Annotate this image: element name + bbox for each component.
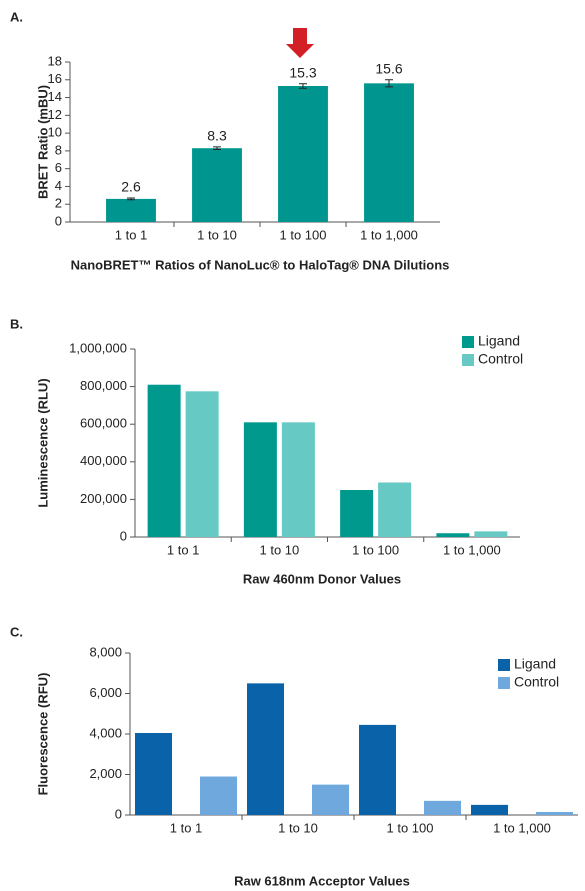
y-tick-label: 400,000: [80, 453, 127, 468]
error-bar: [213, 146, 221, 151]
y-tick-label: 6,000: [89, 685, 122, 700]
bar: [312, 784, 349, 815]
x-tick-label: 1 to 100: [280, 227, 327, 242]
y-tick-label: 0: [55, 213, 62, 228]
y-axis-label: Luminescence (RLU): [35, 378, 50, 507]
bar: [278, 86, 328, 222]
x-tick-label: 1 to 100: [352, 542, 399, 557]
y-tick-label: 16: [48, 71, 62, 86]
bar: [135, 732, 172, 815]
x-tick-label: 1 to 1: [170, 820, 203, 835]
y-tick-label: 10: [48, 125, 62, 140]
y-tick-label: 4,000: [89, 725, 122, 740]
bar: [474, 531, 508, 537]
y-tick-label: 4: [55, 178, 62, 193]
bar: [185, 391, 219, 537]
y-tick-label: 600,000: [80, 416, 127, 431]
y-axis-label: Fluorescence (RFU): [35, 673, 50, 796]
bar: [536, 811, 573, 815]
y-tick-label: 8,000: [89, 644, 122, 659]
y-tick-label: 18: [48, 53, 62, 68]
data-label: 8.3: [207, 128, 227, 144]
bar: [471, 804, 508, 815]
y-tick-label: 14: [48, 89, 62, 104]
bar: [378, 482, 412, 537]
x-tick-label: 1 to 10: [259, 542, 299, 557]
error-bar: [127, 197, 135, 201]
y-tick-label: 800,000: [80, 378, 127, 393]
panel-label: A.: [10, 9, 23, 24]
legend-swatch: [462, 354, 474, 366]
bar: [200, 776, 237, 815]
y-tick-label: 200,000: [80, 491, 127, 506]
bar: [192, 148, 242, 222]
chart-title: Raw 460nm Donor Values: [243, 571, 401, 586]
bar: [359, 724, 396, 815]
data-label: 2.6: [121, 179, 141, 195]
bar: [436, 533, 470, 537]
panel-label: C.: [10, 624, 23, 639]
bar: [247, 683, 284, 815]
x-tick-label: 1 to 1,000: [493, 820, 551, 835]
y-axis-label: BRET Ratio (mBU): [35, 85, 50, 199]
x-tick-label: 1 to 1,000: [443, 542, 501, 557]
bar: [281, 422, 315, 537]
y-tick-label: 2,000: [89, 766, 122, 781]
y-tick-label: 6: [55, 160, 62, 175]
legend-swatch: [498, 659, 510, 671]
legend-swatch: [462, 336, 474, 348]
y-tick-label: 0: [115, 806, 122, 821]
x-tick-label: 1 to 10: [278, 820, 318, 835]
legend-swatch: [498, 677, 510, 689]
x-tick-label: 1 to 100: [387, 820, 434, 835]
chart-title: Raw 618nm Acceptor Values: [234, 873, 410, 888]
y-tick-label: 12: [48, 107, 62, 122]
error-bar: [385, 79, 393, 88]
legend-label: Control: [478, 351, 523, 367]
error-bar: [299, 83, 307, 89]
x-tick-label: 1 to 1,000: [360, 227, 418, 242]
y-tick-label: 1,000,000: [69, 340, 127, 355]
y-tick-label: 2: [55, 196, 62, 211]
x-tick-label: 1 to 1: [167, 542, 200, 557]
bar: [340, 490, 374, 537]
x-tick-label: 1 to 1: [115, 227, 148, 242]
data-label: 15.6: [375, 60, 402, 76]
chart-title: NanoBRET™ Ratios of NanoLuc® to HaloTag®…: [71, 257, 450, 272]
y-tick-label: 0: [120, 528, 127, 543]
bar: [147, 384, 181, 537]
legend-label: Ligand: [478, 333, 520, 349]
y-tick-label: 8: [55, 142, 62, 157]
legend-label: Ligand: [514, 656, 556, 672]
data-label: 15.3: [289, 64, 316, 80]
bar: [243, 422, 277, 537]
x-tick-label: 1 to 10: [197, 227, 237, 242]
panel-label: B.: [10, 316, 23, 331]
legend-label: Control: [514, 674, 559, 690]
bar: [424, 800, 461, 815]
bar: [364, 83, 414, 222]
bar: [106, 198, 156, 222]
highlight-arrow: [286, 28, 314, 58]
